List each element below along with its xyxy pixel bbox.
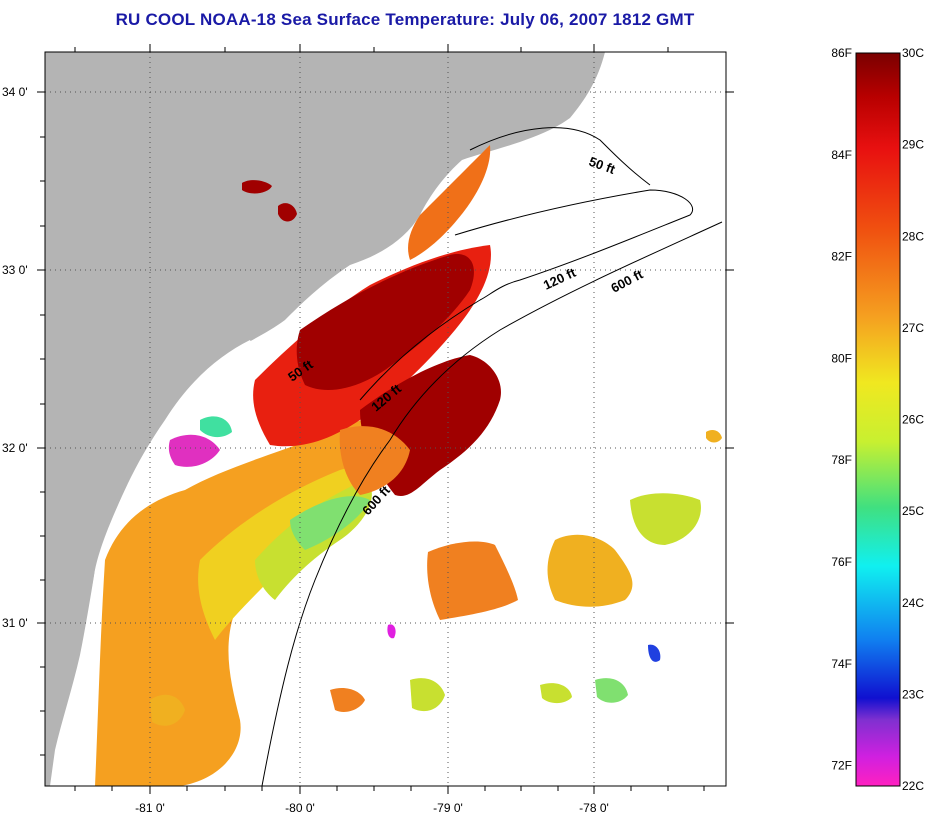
- lat-label: 33 0': [2, 263, 28, 277]
- sst-map: 50 ft 120 ft 600 ft 50 ft 120 ft 600 ft: [2, 44, 734, 815]
- fahrenheit-label: 86F: [831, 46, 852, 60]
- fahrenheit-label: 74F: [831, 657, 852, 671]
- celsius-label: 29C: [902, 138, 924, 152]
- fahrenheit-label: 78F: [831, 453, 852, 467]
- map-frame: [44, 51, 727, 787]
- celsius-label: 27C: [902, 321, 924, 335]
- celsius-label: 23C: [902, 687, 924, 701]
- lat-label: 32 0': [2, 441, 28, 455]
- celsius-label: 28C: [902, 229, 924, 243]
- latitude-labels: 34 0' 33 0' 32 0' 31 0': [2, 85, 28, 630]
- celsius-label: 24C: [902, 596, 924, 610]
- lon-label: -80 0': [285, 801, 315, 815]
- celsius-label: 26C: [902, 413, 924, 427]
- color-scale-legend: 86F 84F 82F 80F 78F 76F 74F 72F 30C 29C 28C 27C 26C…: [831, 46, 924, 793]
- contour-120ft-south: [359, 299, 481, 401]
- celsius-label: 30C: [902, 46, 924, 60]
- celsius-labels: 30C 29C 28C 27C 26C 25C 24C 23C 22C: [902, 46, 924, 793]
- longitude-labels: -81 0' -80 0' -79 0' -78 0': [135, 801, 609, 815]
- tick-marks: [37, 44, 734, 794]
- celsius-label: 25C: [902, 504, 924, 518]
- contour-50ft-north: [469, 127, 651, 186]
- fahrenheit-label: 76F: [831, 555, 852, 569]
- graticule: [45, 52, 726, 786]
- fahrenheit-label: 80F: [831, 351, 852, 365]
- lon-label: -79 0': [433, 801, 463, 815]
- map-title: RU COOL NOAA-18 Sea Surface Temperature:…: [115, 10, 695, 29]
- lat-label: 34 0': [2, 85, 28, 99]
- contour-600ft: [261, 221, 723, 786]
- fahrenheit-label: 82F: [831, 250, 852, 264]
- lon-label: -78 0': [579, 801, 609, 815]
- lat-label: 31 0': [2, 616, 28, 630]
- contour-120ft: [454, 189, 693, 301]
- coastal-fringe: [60, 340, 265, 786]
- bathymetry-contours: [261, 127, 723, 786]
- fahrenheit-label: 84F: [831, 148, 852, 162]
- color-scale-bar: [855, 52, 901, 787]
- land-mass: [45, 52, 605, 786]
- sst-patches: [95, 145, 722, 786]
- lon-label: -81 0': [135, 801, 165, 815]
- fahrenheit-labels: 86F 84F 82F 80F 78F 76F 74F 72F: [831, 46, 852, 773]
- fahrenheit-label: 72F: [831, 759, 852, 773]
- celsius-label: 22C: [902, 779, 924, 793]
